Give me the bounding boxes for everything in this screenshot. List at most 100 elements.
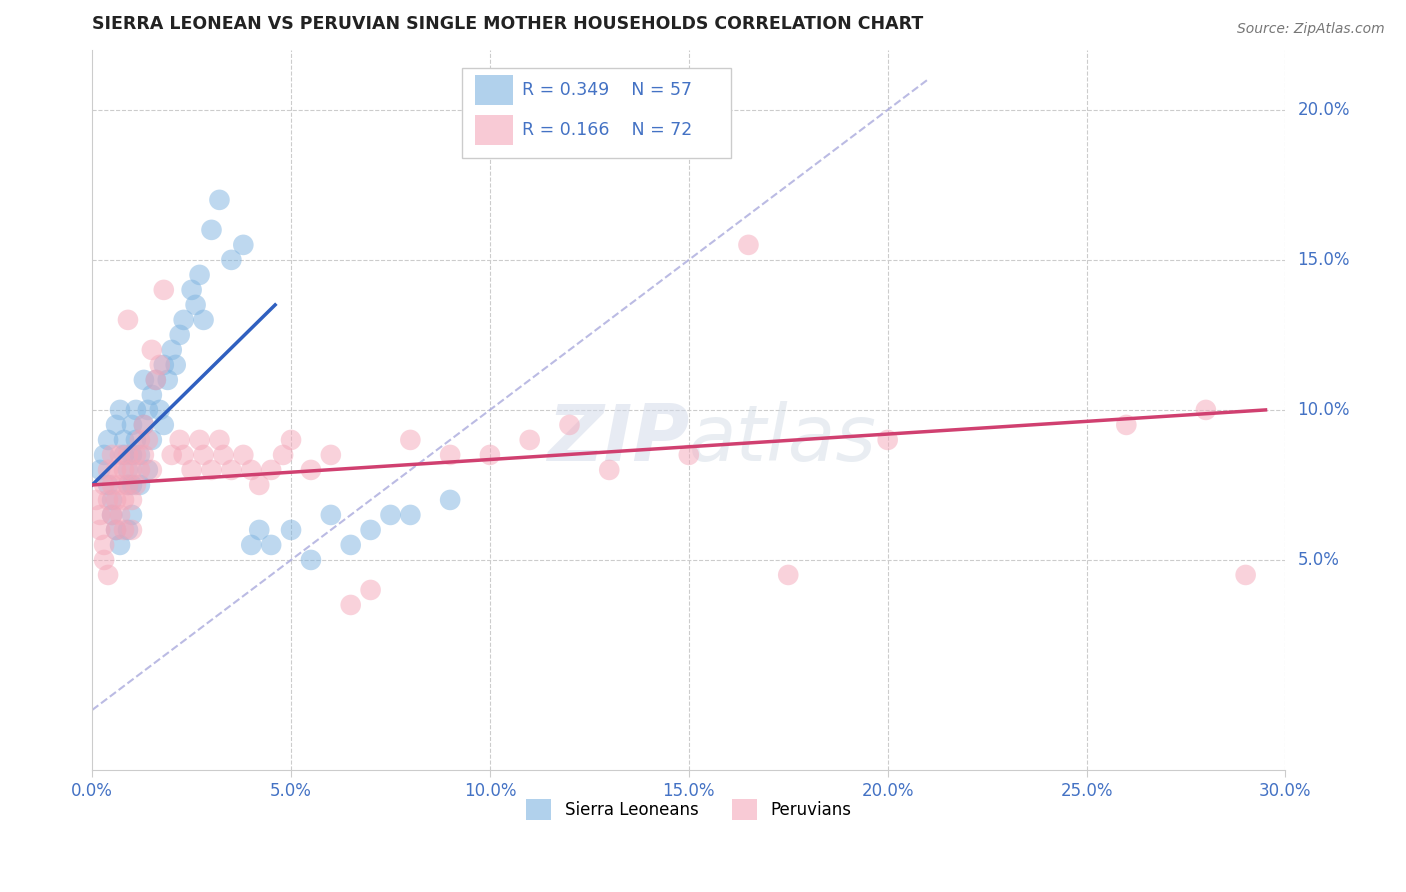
Point <box>240 538 263 552</box>
Point <box>339 538 361 552</box>
Point <box>89 508 111 522</box>
Point <box>121 523 143 537</box>
Point <box>208 433 231 447</box>
Point <box>1195 403 1218 417</box>
Point <box>97 463 120 477</box>
Point <box>121 478 143 492</box>
Point <box>188 433 211 447</box>
Point <box>105 523 128 537</box>
Point <box>221 252 243 267</box>
Point <box>240 463 263 477</box>
Point <box>165 358 187 372</box>
Point <box>136 463 159 477</box>
Point <box>97 433 120 447</box>
Text: SIERRA LEONEAN VS PERUVIAN SINGLE MOTHER HOUSEHOLDS CORRELATION CHART: SIERRA LEONEAN VS PERUVIAN SINGLE MOTHER… <box>93 15 924 33</box>
Point <box>169 433 191 447</box>
Point <box>112 433 135 447</box>
Point <box>129 478 152 492</box>
Point <box>132 373 155 387</box>
Point <box>380 508 402 522</box>
Point <box>125 448 148 462</box>
Point <box>200 223 222 237</box>
Point <box>112 492 135 507</box>
Point <box>101 478 124 492</box>
Point <box>232 238 254 252</box>
Point <box>169 327 191 342</box>
Point <box>132 448 155 462</box>
Point <box>145 373 167 387</box>
Point <box>737 238 759 252</box>
Point <box>360 582 382 597</box>
Point <box>319 508 342 522</box>
Point <box>121 448 143 462</box>
Point <box>260 538 283 552</box>
Text: ZIP: ZIP <box>547 401 689 476</box>
Point <box>180 283 202 297</box>
Point <box>598 463 620 477</box>
Point <box>108 403 131 417</box>
Point <box>108 508 131 522</box>
Point <box>121 417 143 432</box>
Point <box>141 463 163 477</box>
Point <box>149 358 172 372</box>
Point <box>519 433 541 447</box>
FancyBboxPatch shape <box>475 75 513 105</box>
Point <box>125 433 148 447</box>
Point <box>105 463 128 477</box>
Point <box>152 417 174 432</box>
Point <box>112 448 135 462</box>
Point <box>439 492 461 507</box>
Point <box>188 268 211 282</box>
Point <box>117 478 139 492</box>
Point <box>129 433 152 447</box>
Point <box>152 283 174 297</box>
Point <box>193 313 215 327</box>
Point <box>876 433 898 447</box>
Text: R = 0.349    N = 57: R = 0.349 N = 57 <box>522 81 692 99</box>
Text: atlas: atlas <box>689 401 877 476</box>
Point <box>121 463 143 477</box>
Point <box>173 448 195 462</box>
Point <box>180 463 202 477</box>
Point <box>280 523 302 537</box>
FancyBboxPatch shape <box>475 115 513 145</box>
Point <box>117 523 139 537</box>
Point <box>156 373 179 387</box>
Point <box>105 523 128 537</box>
Point <box>101 448 124 462</box>
Point <box>121 492 143 507</box>
Point <box>101 508 124 522</box>
Text: Source: ZipAtlas.com: Source: ZipAtlas.com <box>1237 22 1385 37</box>
Legend: Sierra Leoneans, Peruvians: Sierra Leoneans, Peruvians <box>520 793 858 827</box>
Point <box>108 538 131 552</box>
Point <box>136 433 159 447</box>
Point <box>221 463 243 477</box>
Point <box>93 553 115 567</box>
Point <box>271 448 294 462</box>
Point <box>117 313 139 327</box>
Point <box>678 448 700 462</box>
Point <box>247 478 270 492</box>
Text: 15.0%: 15.0% <box>1298 251 1350 268</box>
Point <box>339 598 361 612</box>
Point <box>360 523 382 537</box>
Point <box>93 538 115 552</box>
Text: R = 0.166    N = 72: R = 0.166 N = 72 <box>522 120 692 139</box>
Point <box>108 478 131 492</box>
Point <box>97 568 120 582</box>
Point <box>299 463 322 477</box>
Point <box>117 463 139 477</box>
Point <box>112 463 135 477</box>
Point <box>117 478 139 492</box>
Point <box>439 448 461 462</box>
Point <box>136 403 159 417</box>
Point <box>200 463 222 477</box>
Point <box>1115 417 1137 432</box>
Point <box>319 448 342 462</box>
Point <box>105 417 128 432</box>
Point <box>93 478 115 492</box>
Point <box>141 388 163 402</box>
Point <box>105 492 128 507</box>
Point <box>141 433 163 447</box>
Point <box>129 463 152 477</box>
